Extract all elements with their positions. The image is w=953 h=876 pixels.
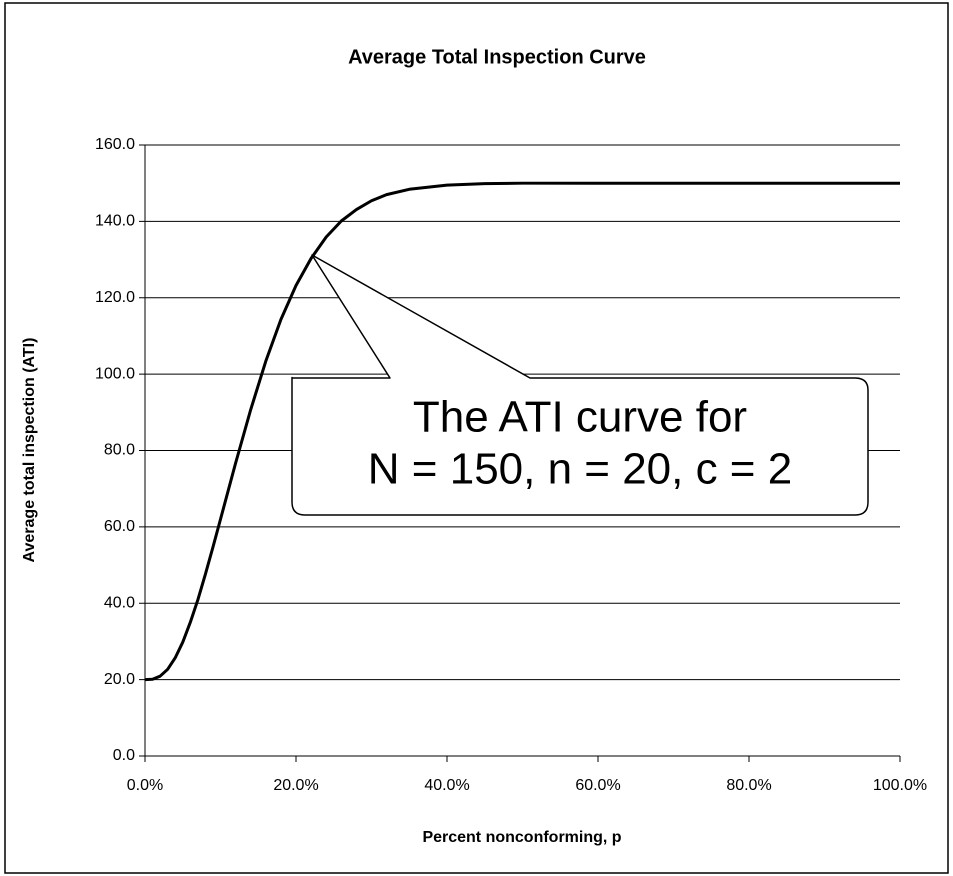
chart-title: Average Total Inspection Curve <box>348 46 646 68</box>
y-tick-label: 80.0 <box>104 442 135 459</box>
y-tick-label: 20.0 <box>104 671 135 688</box>
x-tick-label: 20.0% <box>273 777 318 794</box>
x-tick-label: 0.0% <box>127 777 163 794</box>
x-tick-label: 60.0% <box>575 777 620 794</box>
x-axis-label: Percent nonconforming, p <box>422 829 621 846</box>
x-tick-label: 100.0% <box>873 777 927 794</box>
y-axis-label: Average total inspection (ATI) <box>21 338 38 563</box>
y-tick-label: 140.0 <box>95 213 135 230</box>
y-tick-label: 160.0 <box>95 136 135 153</box>
ati-curve <box>144 181 900 682</box>
y-tick-label: 40.0 <box>104 594 135 611</box>
callout-text: N = 150, n = 20, c = 2 <box>368 445 792 494</box>
callout <box>291 254 869 516</box>
x-tick-label: 80.0% <box>726 777 771 794</box>
x-tick-label: 40.0% <box>424 777 469 794</box>
callout-text: The ATI curve for <box>413 393 747 442</box>
y-tick-label: 100.0 <box>95 365 135 382</box>
y-tick-label: 120.0 <box>95 289 135 306</box>
y-tick-label: 60.0 <box>104 518 135 535</box>
y-tick-label: 0.0 <box>113 747 135 764</box>
